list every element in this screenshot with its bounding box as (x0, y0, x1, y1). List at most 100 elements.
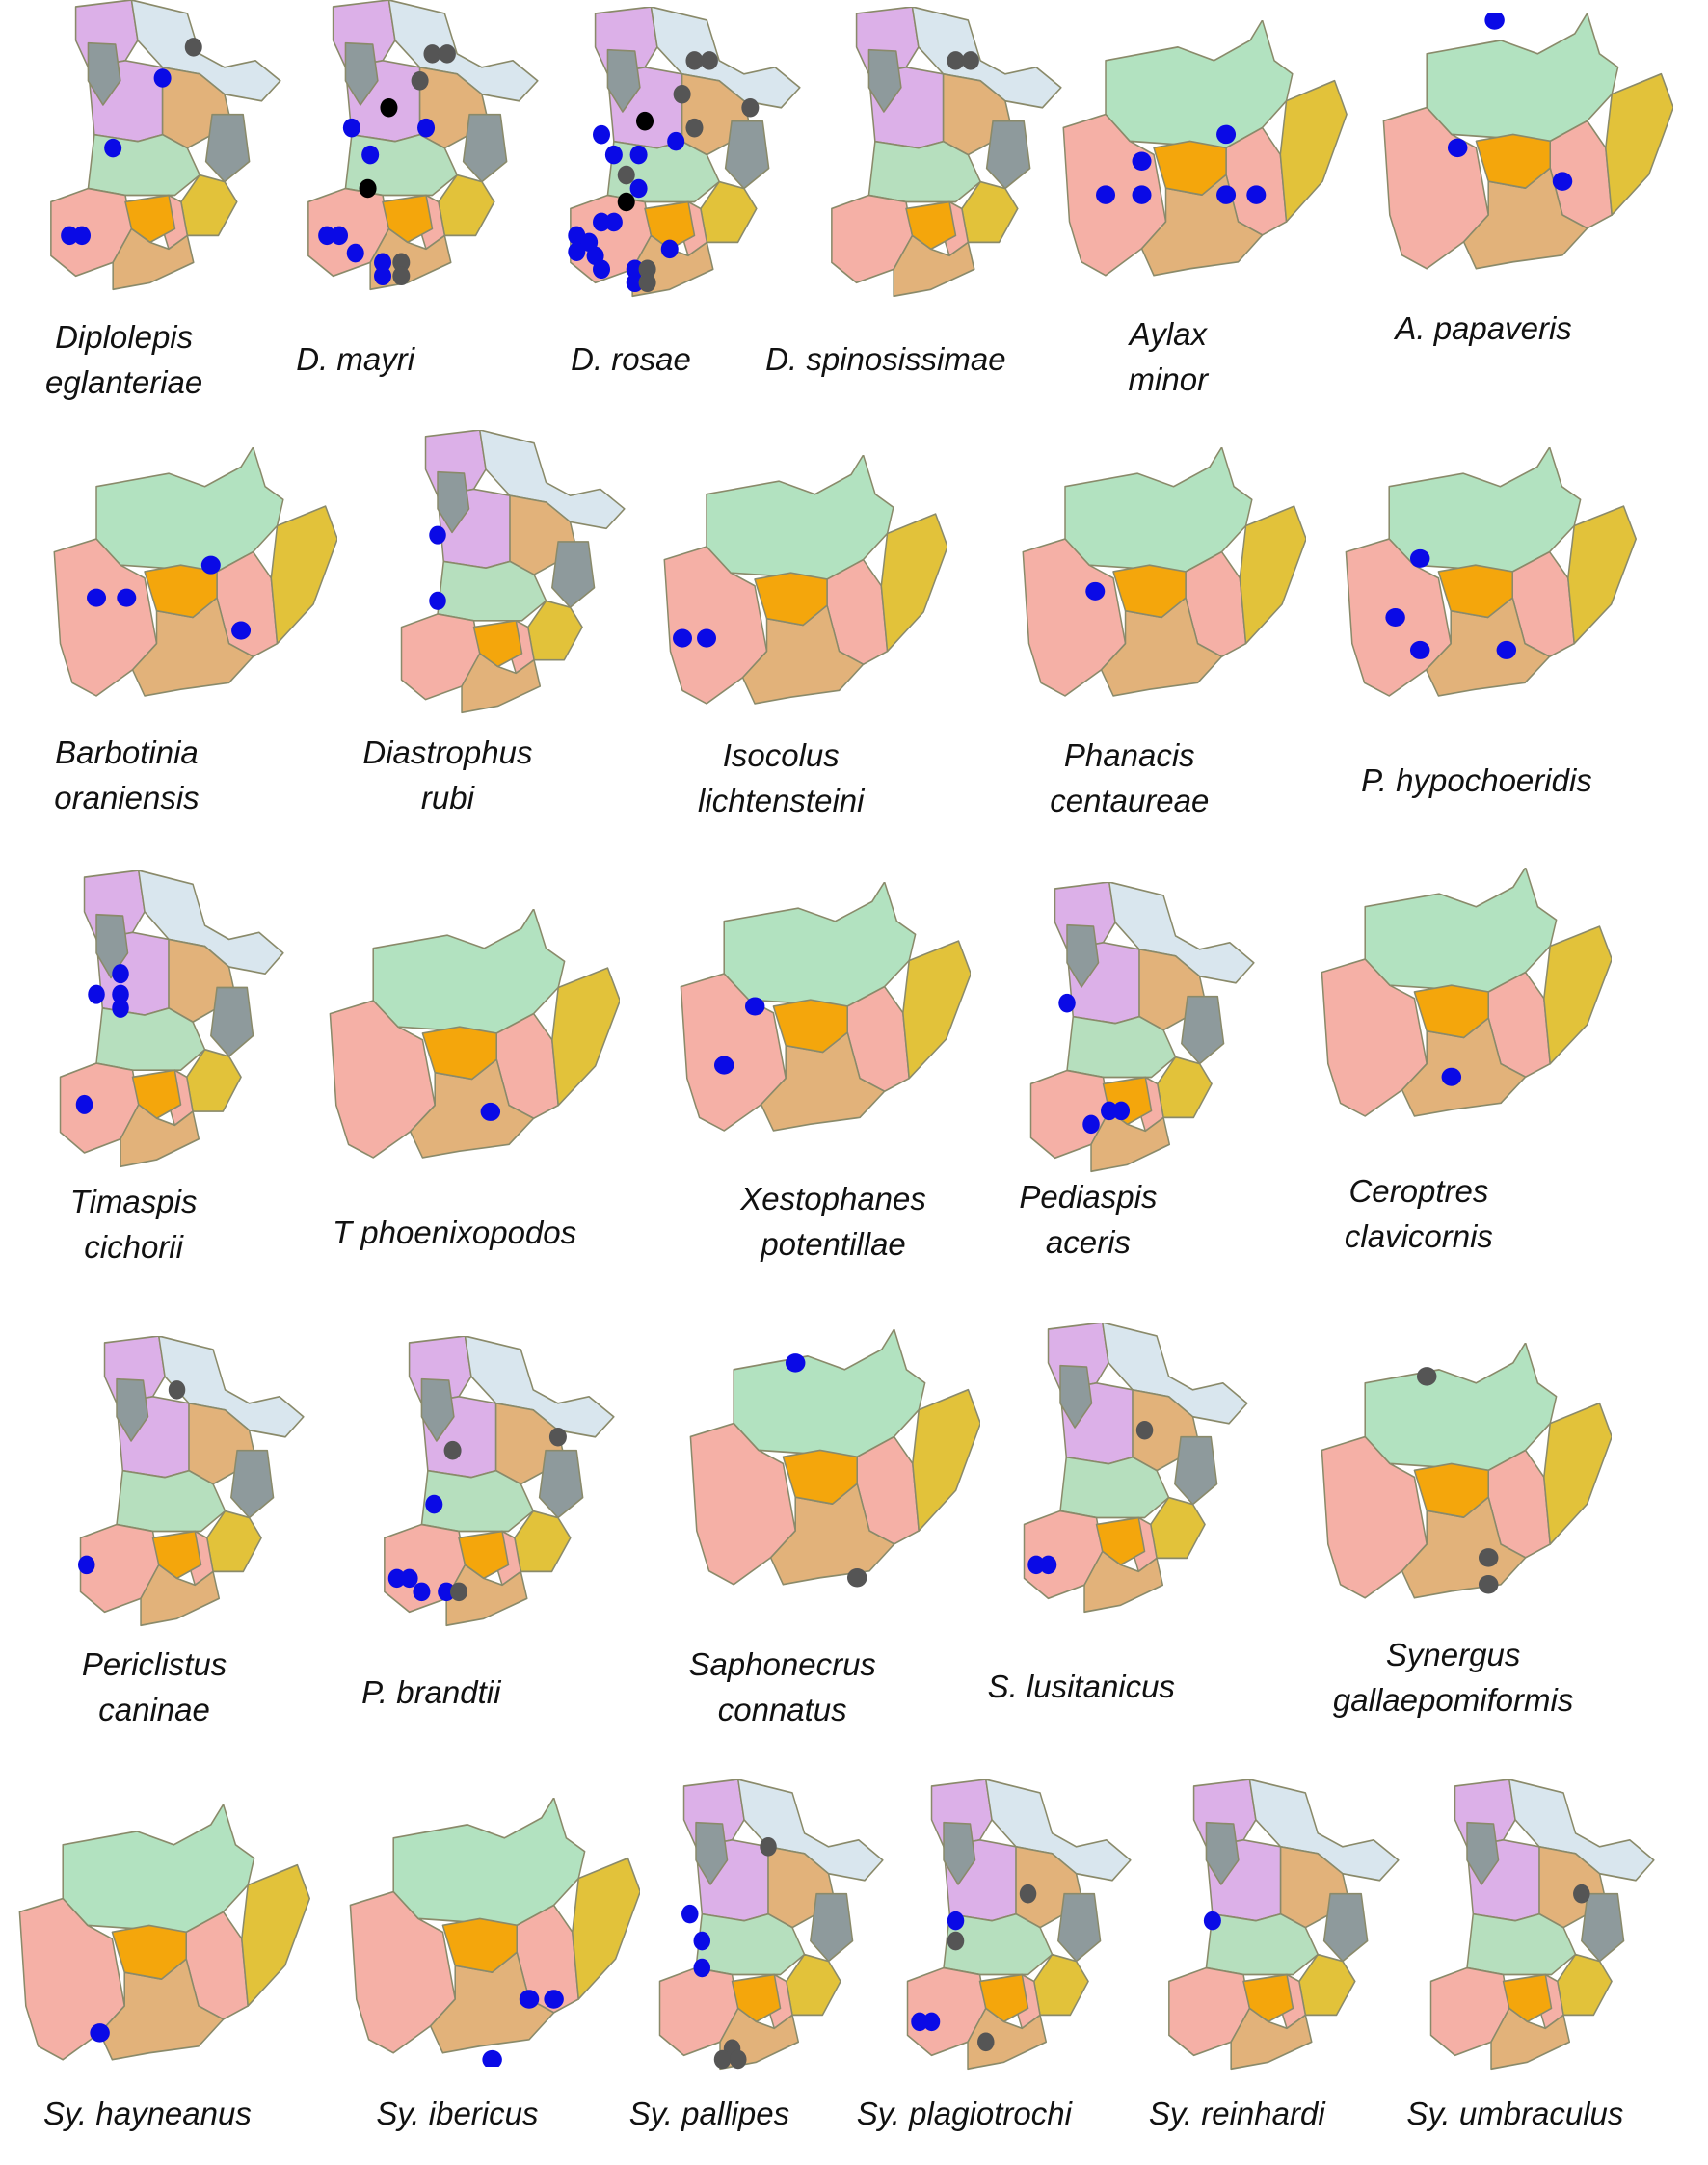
record-dot-gray (685, 119, 704, 138)
map-region (1059, 1364, 1093, 1429)
species-label-line: clavicornis (1344, 1217, 1493, 1254)
record-dot-gray (1478, 1575, 1499, 1594)
record-dot-blue (693, 1959, 710, 1978)
species-label: Diastrophus rubi (362, 730, 532, 820)
map-region (1249, 1779, 1400, 1882)
region-map-full (568, 7, 801, 298)
region-map-full (1429, 1779, 1655, 2071)
record-dot-gray (411, 71, 429, 91)
record-dot-blue (520, 1990, 540, 2009)
map-region (551, 540, 596, 608)
species-label-line: eglanteriae (44, 363, 203, 400)
map-region (140, 1564, 221, 1627)
map-region (984, 1779, 1132, 1882)
region-map-full (401, 429, 626, 713)
species-label-line: Phanacis (1063, 737, 1195, 774)
map-region (1174, 1435, 1218, 1506)
species-label-line: Sy. umbraculus (1406, 2096, 1624, 2132)
record-dot-blue (417, 118, 436, 138)
species-label-line: caninae (98, 1692, 210, 1728)
map-region (1280, 80, 1348, 224)
map-region (1323, 1893, 1369, 1963)
map-region (344, 41, 379, 106)
species-label: Synergus gallaepomiformis (1333, 1632, 1573, 1723)
record-dot-blue (104, 138, 122, 158)
record-dot-gray (169, 1380, 186, 1400)
record-dot-blue (1552, 172, 1573, 192)
record-dot-blue (1246, 185, 1267, 205)
species-label-line: rubi (420, 780, 474, 816)
record-dot-blue (1112, 1101, 1131, 1120)
map-region (445, 1564, 528, 1627)
map-region (421, 1026, 497, 1081)
record-dot-gray (548, 1428, 567, 1447)
species-label-line: T phoenixopodos (332, 1214, 577, 1250)
record-dot-blue (1204, 1911, 1222, 1931)
map-region (550, 967, 621, 1107)
species-label: Xestophanes potentillae (740, 1176, 926, 1267)
record-dot-blue (714, 1056, 734, 1075)
map-region (463, 113, 508, 183)
record-dot-blue (153, 68, 172, 88)
record-dot-blue (1441, 1067, 1461, 1086)
species-label: A. papaveris (1395, 306, 1571, 351)
species-label-line: Aylax (1129, 315, 1208, 352)
species-label: Timaspis cichorii (70, 1179, 198, 1270)
record-dot-blue (626, 259, 644, 280)
species-label-line: connatus (717, 1692, 847, 1728)
map-region (473, 619, 523, 668)
map-region (986, 120, 1031, 190)
map-region (1508, 1779, 1655, 1882)
region-map-south (1321, 1343, 1612, 1599)
record-dot-blue (429, 591, 447, 610)
region-map-full (307, 0, 539, 291)
record-dot-blue (592, 125, 610, 145)
species-label: D. rosae (571, 336, 691, 382)
map-region (1181, 995, 1225, 1064)
record-dot-blue (568, 242, 586, 262)
species-label-line: Diplolepis (55, 318, 194, 355)
record-dot-blue (673, 628, 693, 648)
map-region (204, 113, 251, 183)
species-label-line: Barbotinia (55, 735, 199, 771)
record-dot-blue (90, 2023, 111, 2043)
record-dot-gray (617, 165, 635, 185)
map-region (152, 1530, 202, 1580)
map-region (131, 1069, 182, 1120)
region-map-full (59, 870, 284, 1168)
map-region (902, 939, 972, 1080)
map-region (372, 909, 566, 1034)
map-region (1438, 564, 1514, 619)
record-dot-blue (374, 266, 392, 286)
map-region (723, 881, 917, 1007)
record-dot-blue (200, 556, 221, 575)
record-dot-blue (1058, 993, 1077, 1013)
record-dot-gray (1019, 1884, 1037, 1904)
record-dot-gray (947, 1932, 965, 1951)
map-region (967, 2007, 1047, 2071)
record-dot-blue (400, 1568, 418, 1589)
map-region (1475, 133, 1552, 190)
record-dot-blue (346, 243, 364, 263)
map-region (1230, 2007, 1313, 2071)
species-label: P. brandtii (361, 1670, 500, 1715)
map-region (95, 447, 284, 574)
record-dot-blue (318, 226, 336, 246)
map-region (893, 234, 975, 298)
map-region (458, 1530, 510, 1580)
record-dot-blue (1447, 138, 1468, 158)
record-dot-blue (629, 178, 648, 199)
record-dot-blue (745, 997, 765, 1016)
record-dot-gray (638, 259, 656, 280)
record-dot-black (380, 97, 398, 118)
map-region (1083, 1550, 1164, 1613)
region-map-full (658, 1779, 884, 2071)
record-dot-blue (786, 1353, 806, 1373)
record-dot-blue (604, 212, 623, 232)
species-label-line: S. lusitanicus (987, 1669, 1175, 1705)
map-region (1605, 73, 1674, 217)
record-dot-blue (1101, 1101, 1119, 1120)
species-label-line: Saphonecrus (688, 1646, 876, 1683)
region-map-south (349, 1797, 641, 2067)
record-dot-black (359, 178, 377, 199)
